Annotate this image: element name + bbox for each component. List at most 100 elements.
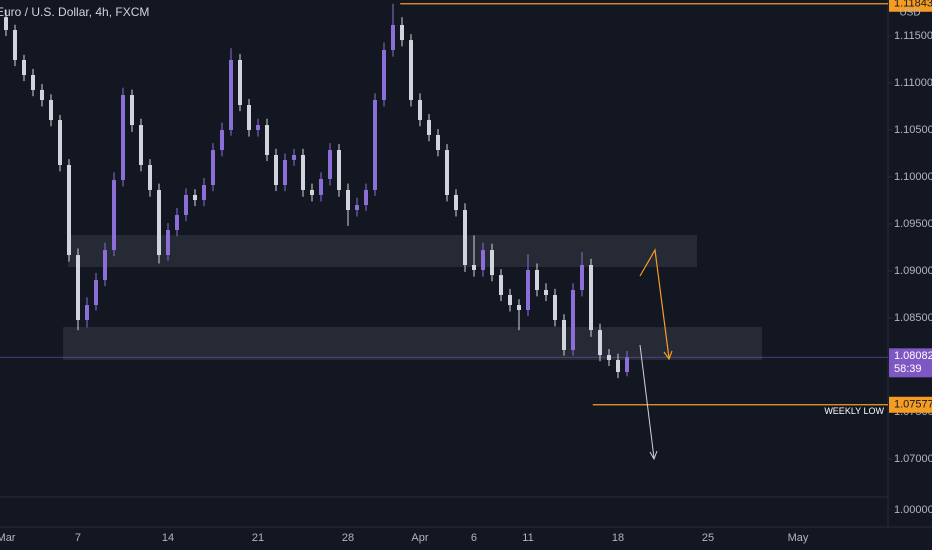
candle-body <box>48 100 53 121</box>
candle-body <box>111 180 116 251</box>
candle-body <box>453 194 458 211</box>
candle-body <box>408 40 413 101</box>
candle-body <box>12 29 17 60</box>
price-axis: 1.11500 1.11000 1.10500 1.10000 1.09500 1.090… <box>888 0 932 516</box>
current-price-box <box>889 348 932 378</box>
zone <box>67 235 698 267</box>
countdown-label: 58:39 <box>894 363 922 375</box>
candle-body <box>372 100 377 190</box>
candle-body <box>282 159 287 186</box>
candle-body <box>489 250 494 276</box>
candle-body <box>336 150 341 190</box>
y-tick-label: 1.10000 <box>894 171 932 183</box>
x-tick-label: 6 <box>471 532 477 544</box>
candle-body <box>273 155 278 186</box>
candle-body <box>480 250 485 270</box>
x-tick-label: Mar <box>0 532 16 544</box>
candle-body <box>543 290 548 295</box>
candle-body <box>399 25 404 41</box>
candle-body <box>210 150 215 186</box>
x-tick-label: 7 <box>75 532 81 544</box>
candle-body <box>66 164 71 256</box>
x-tick-label: 25 <box>702 532 714 544</box>
x-tick-label: 18 <box>612 532 624 544</box>
projection-arrow <box>639 248 670 359</box>
currency-label: USD <box>899 8 920 19</box>
candle-body <box>345 189 350 211</box>
candle-body <box>300 155 305 190</box>
candle-body <box>219 130 224 151</box>
candle-body <box>93 280 98 306</box>
candle-body <box>183 194 188 215</box>
candle-body <box>102 250 107 281</box>
candle-body <box>84 305 89 320</box>
candle-body <box>246 105 251 131</box>
candle-body <box>264 125 269 156</box>
candle-body <box>3 17 8 30</box>
candle-body <box>507 294 512 306</box>
candle-body <box>57 120 62 165</box>
chart-title: Euro / U.S. Dollar, 4h, FXCM <box>0 5 149 19</box>
candle-body <box>588 264 593 331</box>
x-tick-label: 11 <box>522 532 533 544</box>
candle-body <box>417 100 422 121</box>
level-label-box <box>889 0 932 12</box>
level-label-box <box>889 396 932 413</box>
plot-area: Mar 7 14 21 28 Apr 6 11 18 25 May WEEKLY LOW <box>0 3 888 544</box>
candle-body <box>147 164 152 190</box>
current-price-label: 1.08082 <box>894 350 932 362</box>
candle-body <box>615 360 620 372</box>
candle-body <box>561 319 566 350</box>
candle-body <box>255 125 260 131</box>
candle-body <box>525 269 530 311</box>
level-label: 1.07577 <box>894 399 932 411</box>
candle-body <box>624 357 629 372</box>
y-tick-label: 1.11000 <box>894 77 932 89</box>
candle-body <box>597 330 602 356</box>
candle-body <box>291 155 296 160</box>
candle-body <box>318 178 323 195</box>
zone <box>63 327 762 361</box>
x-tick-label: 28 <box>342 532 354 544</box>
candle-body <box>363 189 368 206</box>
candle-body <box>381 50 386 101</box>
candle-body <box>156 189 161 256</box>
y-tick-label: 1.11500 <box>894 30 932 42</box>
candle-body <box>426 120 431 135</box>
candle-body <box>75 255 80 320</box>
candle-body <box>39 89 44 101</box>
y-tick-label: 1.07000 <box>894 453 932 465</box>
candle-body <box>498 275 503 295</box>
candle-body <box>192 194 197 201</box>
x-tick-label: 14 <box>162 532 174 544</box>
candle-body <box>570 290 575 350</box>
candle-body <box>309 189 314 195</box>
candle-body <box>165 230 170 256</box>
candle-body <box>354 205 359 211</box>
candle-body <box>201 185 206 201</box>
y-tick-label: 1.00000 <box>894 504 932 516</box>
candle-body <box>390 25 395 51</box>
level-annotation: WEEKLY LOW <box>824 406 884 416</box>
candle-body <box>462 210 467 265</box>
candle-body <box>129 95 134 126</box>
candle-body <box>444 150 449 195</box>
level-label: 1.11843 <box>894 0 932 10</box>
x-tick-label: May <box>788 532 809 544</box>
candle-body <box>579 264 584 291</box>
candle-body <box>30 75 35 90</box>
x-tick-label: 21 <box>252 532 264 544</box>
candle-body <box>138 125 143 165</box>
candle-body <box>552 294 557 320</box>
y-tick-label: 1.09000 <box>894 265 932 277</box>
y-tick-label: 1.09500 <box>894 218 932 230</box>
candle-body <box>534 269 539 291</box>
candle-body <box>21 59 26 76</box>
y-tick-label: 1.10500 <box>894 124 932 136</box>
candle-body <box>174 214 179 231</box>
candle-body <box>228 59 233 131</box>
candle-body <box>327 150 332 179</box>
candle-body <box>516 305 521 311</box>
